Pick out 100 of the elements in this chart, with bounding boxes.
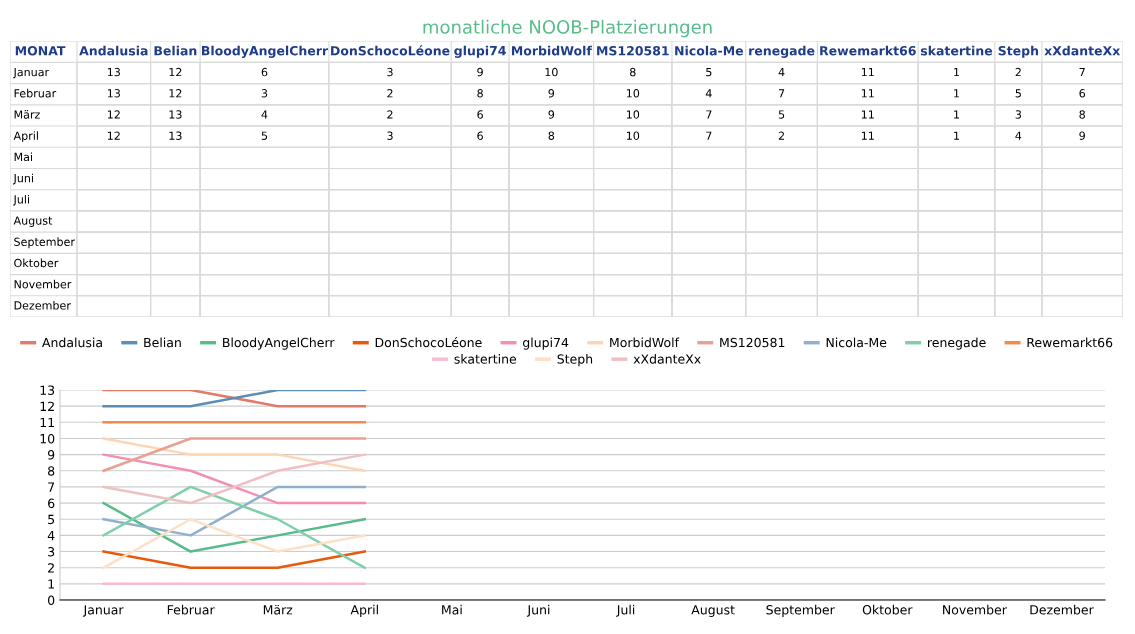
data-label: 3 <box>387 67 393 77</box>
data-label: 3 <box>261 89 268 98</box>
data-label: 1 <box>954 89 959 98</box>
data-label: 7 <box>1079 68 1085 77</box>
data-label: 9 <box>1079 131 1085 140</box>
y-tick-label: Mai <box>14 152 32 162</box>
y-tick-label: 3 <box>48 547 55 557</box>
y-tick-label: 12 <box>40 401 54 411</box>
data-label: 4 <box>261 110 268 119</box>
y-tick-label: April <box>13 131 38 143</box>
data-label: 10 <box>545 67 558 77</box>
data-label: 7 <box>778 89 785 98</box>
legend-label: BloodyAngelCherr <box>223 337 335 350</box>
y-tick-label: 5 <box>48 514 55 525</box>
data-label: 2 <box>778 131 784 140</box>
data-label: 5 <box>1015 89 1021 98</box>
legend-label: DonSchocoLéone <box>375 337 482 348</box>
y-tick-label: 0 <box>48 595 55 605</box>
legend-label: Rewemarkt66 <box>1027 337 1113 348</box>
x-tick-label: Februar <box>167 604 215 615</box>
data-label: 5 <box>778 110 785 119</box>
x-tick-label: Andalusia <box>79 45 148 56</box>
y-tick-label: Januar <box>12 68 50 79</box>
x-tick-label: Nicola-Me <box>675 45 744 56</box>
legend-label: glupi74 <box>522 337 569 350</box>
x-tick-label: Rewemarkt66 <box>820 45 916 56</box>
data-label: 9 <box>477 67 483 77</box>
data-label: 11 <box>861 110 874 119</box>
legend-label: Andalusia <box>42 337 102 348</box>
y-tick-label: 2 <box>48 563 54 573</box>
data-label: 6 <box>477 110 483 119</box>
data-label: 12 <box>169 67 182 77</box>
y-tick-label: Dezember <box>14 301 71 310</box>
y-tick-label: 7 <box>48 482 55 492</box>
data-label: 10 <box>626 131 640 140</box>
data-label: 8 <box>548 131 555 140</box>
x-tick-label: August <box>691 605 735 617</box>
x-tick-label: Belian <box>154 45 197 56</box>
data-label: 7 <box>706 131 712 140</box>
data-label: 9 <box>548 89 555 98</box>
legend-label: MS120581 <box>720 337 785 348</box>
x-tick-label: MorbidWolf <box>511 45 592 56</box>
y-tick-label: 1 <box>48 579 54 589</box>
data-label: 6 <box>1079 89 1086 98</box>
legend-label: MorbidWolf <box>610 337 680 348</box>
y-tick-label: 10 <box>40 433 55 444</box>
data-label: 13 <box>107 67 120 77</box>
data-label: 1 <box>954 68 959 77</box>
data-label: 11 <box>861 68 874 77</box>
data-label: 1 <box>954 110 959 119</box>
legend-label: Belian <box>144 337 181 348</box>
x-tick-label: Steph <box>998 45 1039 58</box>
data-label: 8 <box>630 67 636 77</box>
data-label: 8 <box>1079 110 1085 119</box>
x-tick-label: April <box>350 604 378 617</box>
x-tick-label: skatertine <box>920 45 993 56</box>
y-tick-label: 11 <box>40 417 54 428</box>
x-tick-label: glupi74 <box>454 45 506 58</box>
y-tick-label: Juni <box>12 173 33 185</box>
x-tick-label: Januar <box>82 605 124 617</box>
legend-label: renegade <box>928 337 986 350</box>
data-label: 13 <box>169 131 182 140</box>
data-label: 9 <box>548 110 555 119</box>
y-tick-label: 4 <box>47 531 55 541</box>
data-label: 4 <box>705 89 712 98</box>
y-tick-label: März <box>14 110 40 119</box>
data-label: 10 <box>626 110 640 119</box>
x-tick-label: renegade <box>749 45 815 58</box>
legend-label: skatertine <box>454 354 517 364</box>
x-tick-label: Oktober <box>862 604 913 615</box>
y-tick-label: August <box>13 216 53 227</box>
data-label: 2 <box>387 110 393 119</box>
data-label: 3 <box>387 131 393 140</box>
data-label: 2 <box>1015 67 1021 77</box>
data-label: 7 <box>706 110 712 119</box>
data-label: 5 <box>706 68 712 77</box>
x-tick-label: März <box>263 604 293 615</box>
y-tick-label: Oktober <box>14 258 59 268</box>
x-tick-label: Juni <box>526 604 550 617</box>
data-label: 8 <box>477 89 483 98</box>
data-label: 6 <box>477 131 483 140</box>
data-label: 1 <box>954 131 959 140</box>
data-label: 12 <box>169 89 182 98</box>
y-tick-label: 8 <box>48 466 55 476</box>
data-label: 6 <box>261 67 268 77</box>
y-axis-title: MONAT <box>15 45 66 56</box>
y-tick-label: November <box>14 279 72 289</box>
y-tick-label: September <box>14 237 75 249</box>
x-tick-label: Juli <box>616 604 635 617</box>
data-label: 13 <box>169 110 182 119</box>
data-label: 4 <box>1015 131 1022 140</box>
data-label: 2 <box>387 89 393 98</box>
y-tick-label: Februar <box>14 88 57 98</box>
x-tick-label: MS120581 <box>597 45 669 56</box>
data-label: 4 <box>778 68 785 77</box>
chart-title: monatliche NOOB-Platzierungen <box>423 19 712 38</box>
data-label: 11 <box>861 89 874 98</box>
legend-label: xXdanteXx <box>633 354 701 364</box>
data-label: 12 <box>107 131 120 140</box>
x-tick-label: xXdanteXx <box>1044 45 1121 56</box>
